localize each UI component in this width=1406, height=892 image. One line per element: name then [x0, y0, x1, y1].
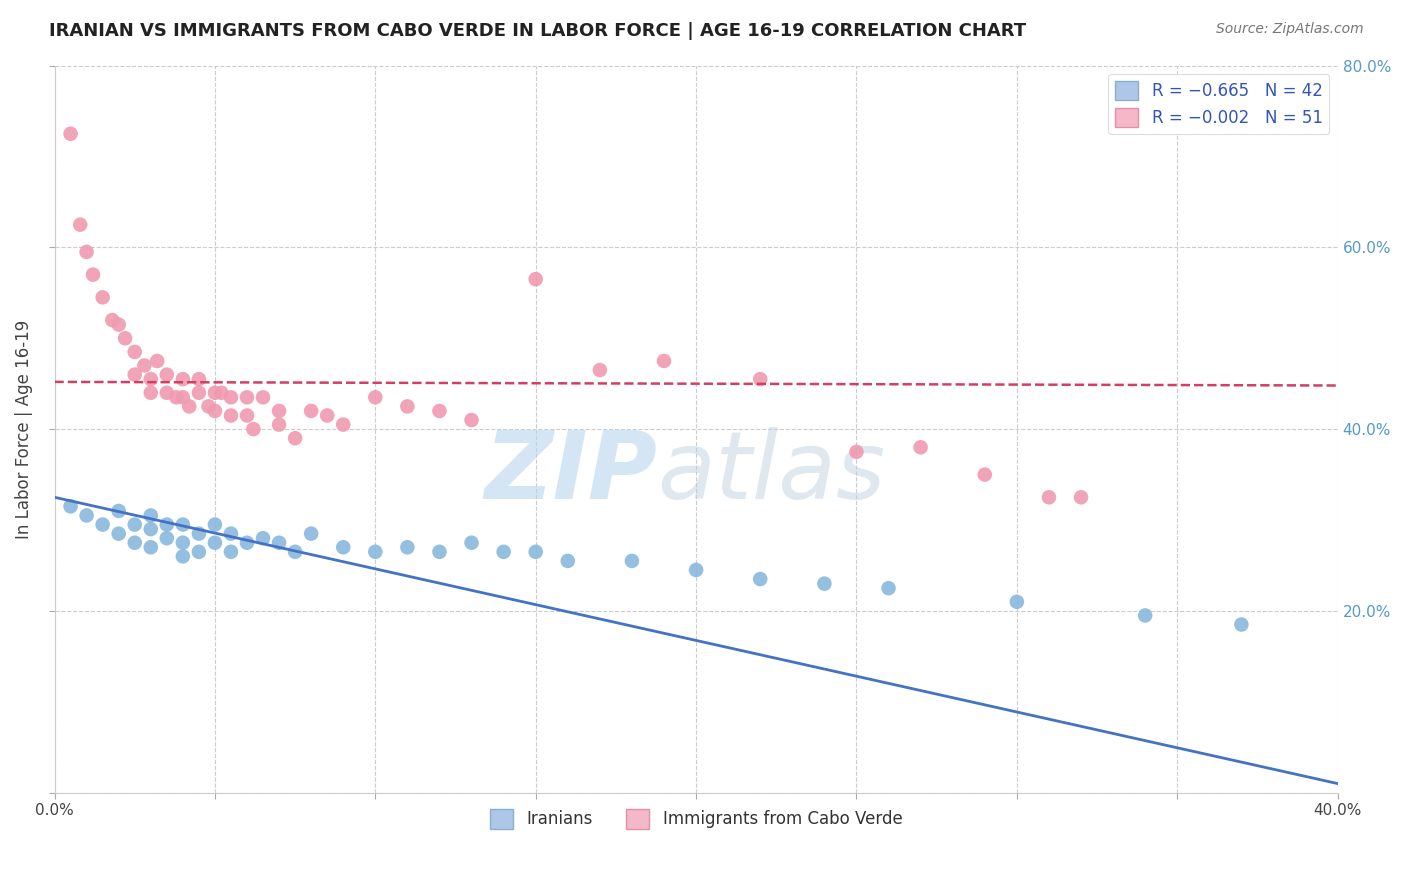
Point: [589, 363, 612, 377]
Point: [364, 390, 387, 404]
Point: [69, 218, 91, 232]
Point: [172, 535, 194, 549]
Point: [524, 272, 547, 286]
Point: [252, 531, 274, 545]
Point: [267, 417, 290, 432]
Point: [139, 541, 162, 555]
Point: [172, 549, 194, 564]
Text: Source: ZipAtlas.com: Source: ZipAtlas.com: [1216, 22, 1364, 37]
Point: [107, 504, 129, 518]
Point: [139, 508, 162, 523]
Point: [845, 445, 868, 459]
Point: [236, 535, 259, 549]
Point: [364, 545, 387, 559]
Point: [76, 508, 98, 523]
Point: [973, 467, 995, 482]
Point: [492, 545, 515, 559]
Point: [172, 517, 194, 532]
Point: [460, 535, 482, 549]
Point: [219, 545, 242, 559]
Point: [299, 404, 322, 418]
Point: [124, 368, 146, 382]
Point: [219, 409, 242, 423]
Point: [179, 400, 201, 414]
Text: IRANIAN VS IMMIGRANTS FROM CABO VERDE IN LABOR FORCE | AGE 16-19 CORRELATION CHA: IRANIAN VS IMMIGRANTS FROM CABO VERDE IN…: [49, 22, 1026, 40]
Point: [107, 526, 129, 541]
Point: [749, 572, 772, 586]
Point: [524, 545, 547, 559]
Point: [139, 385, 162, 400]
Point: [204, 385, 226, 400]
Point: [236, 390, 259, 404]
Point: [139, 522, 162, 536]
Point: [172, 390, 194, 404]
Legend: Iranians, Immigrants from Cabo Verde: Iranians, Immigrants from Cabo Verde: [484, 803, 910, 835]
Point: [1133, 608, 1156, 623]
Point: [156, 517, 179, 532]
Point: [316, 409, 339, 423]
Point: [146, 354, 169, 368]
Point: [1070, 490, 1092, 504]
Point: [197, 400, 219, 414]
Point: [204, 404, 226, 418]
Point: [187, 545, 209, 559]
Point: [242, 422, 264, 436]
Point: [114, 331, 136, 345]
Point: [749, 372, 772, 386]
Point: [236, 409, 259, 423]
Point: [156, 385, 179, 400]
Point: [59, 127, 82, 141]
Y-axis label: In Labor Force | Age 16-19: In Labor Force | Age 16-19: [15, 319, 32, 539]
Text: ZIP: ZIP: [485, 426, 658, 519]
Point: [156, 531, 179, 545]
Point: [299, 526, 322, 541]
Point: [91, 290, 114, 304]
Point: [187, 526, 209, 541]
Point: [187, 372, 209, 386]
Point: [124, 535, 146, 549]
Point: [101, 313, 124, 327]
Point: [429, 404, 451, 418]
Point: [396, 400, 419, 414]
Point: [187, 385, 209, 400]
Point: [1005, 595, 1028, 609]
Point: [91, 517, 114, 532]
Point: [139, 372, 162, 386]
Point: [219, 526, 242, 541]
Point: [209, 385, 232, 400]
Point: [396, 541, 419, 555]
Point: [284, 431, 307, 445]
Point: [1230, 617, 1253, 632]
Point: [134, 359, 156, 373]
Point: [124, 517, 146, 532]
Point: [76, 244, 98, 259]
Point: [252, 390, 274, 404]
Point: [685, 563, 707, 577]
Point: [267, 404, 290, 418]
Point: [460, 413, 482, 427]
Point: [332, 417, 354, 432]
Point: [332, 541, 354, 555]
Point: [204, 535, 226, 549]
Point: [877, 581, 900, 595]
Point: [107, 318, 129, 332]
Point: [59, 500, 82, 514]
Point: [1038, 490, 1060, 504]
Point: [620, 554, 643, 568]
Point: [165, 390, 187, 404]
Point: [557, 554, 579, 568]
Point: [156, 368, 179, 382]
Point: [429, 545, 451, 559]
Point: [219, 390, 242, 404]
Text: atlas: atlas: [658, 427, 886, 518]
Point: [172, 372, 194, 386]
Point: [204, 517, 226, 532]
Point: [267, 535, 290, 549]
Point: [284, 545, 307, 559]
Point: [124, 344, 146, 359]
Point: [813, 576, 835, 591]
Point: [652, 354, 675, 368]
Point: [910, 440, 932, 454]
Point: [82, 268, 104, 282]
